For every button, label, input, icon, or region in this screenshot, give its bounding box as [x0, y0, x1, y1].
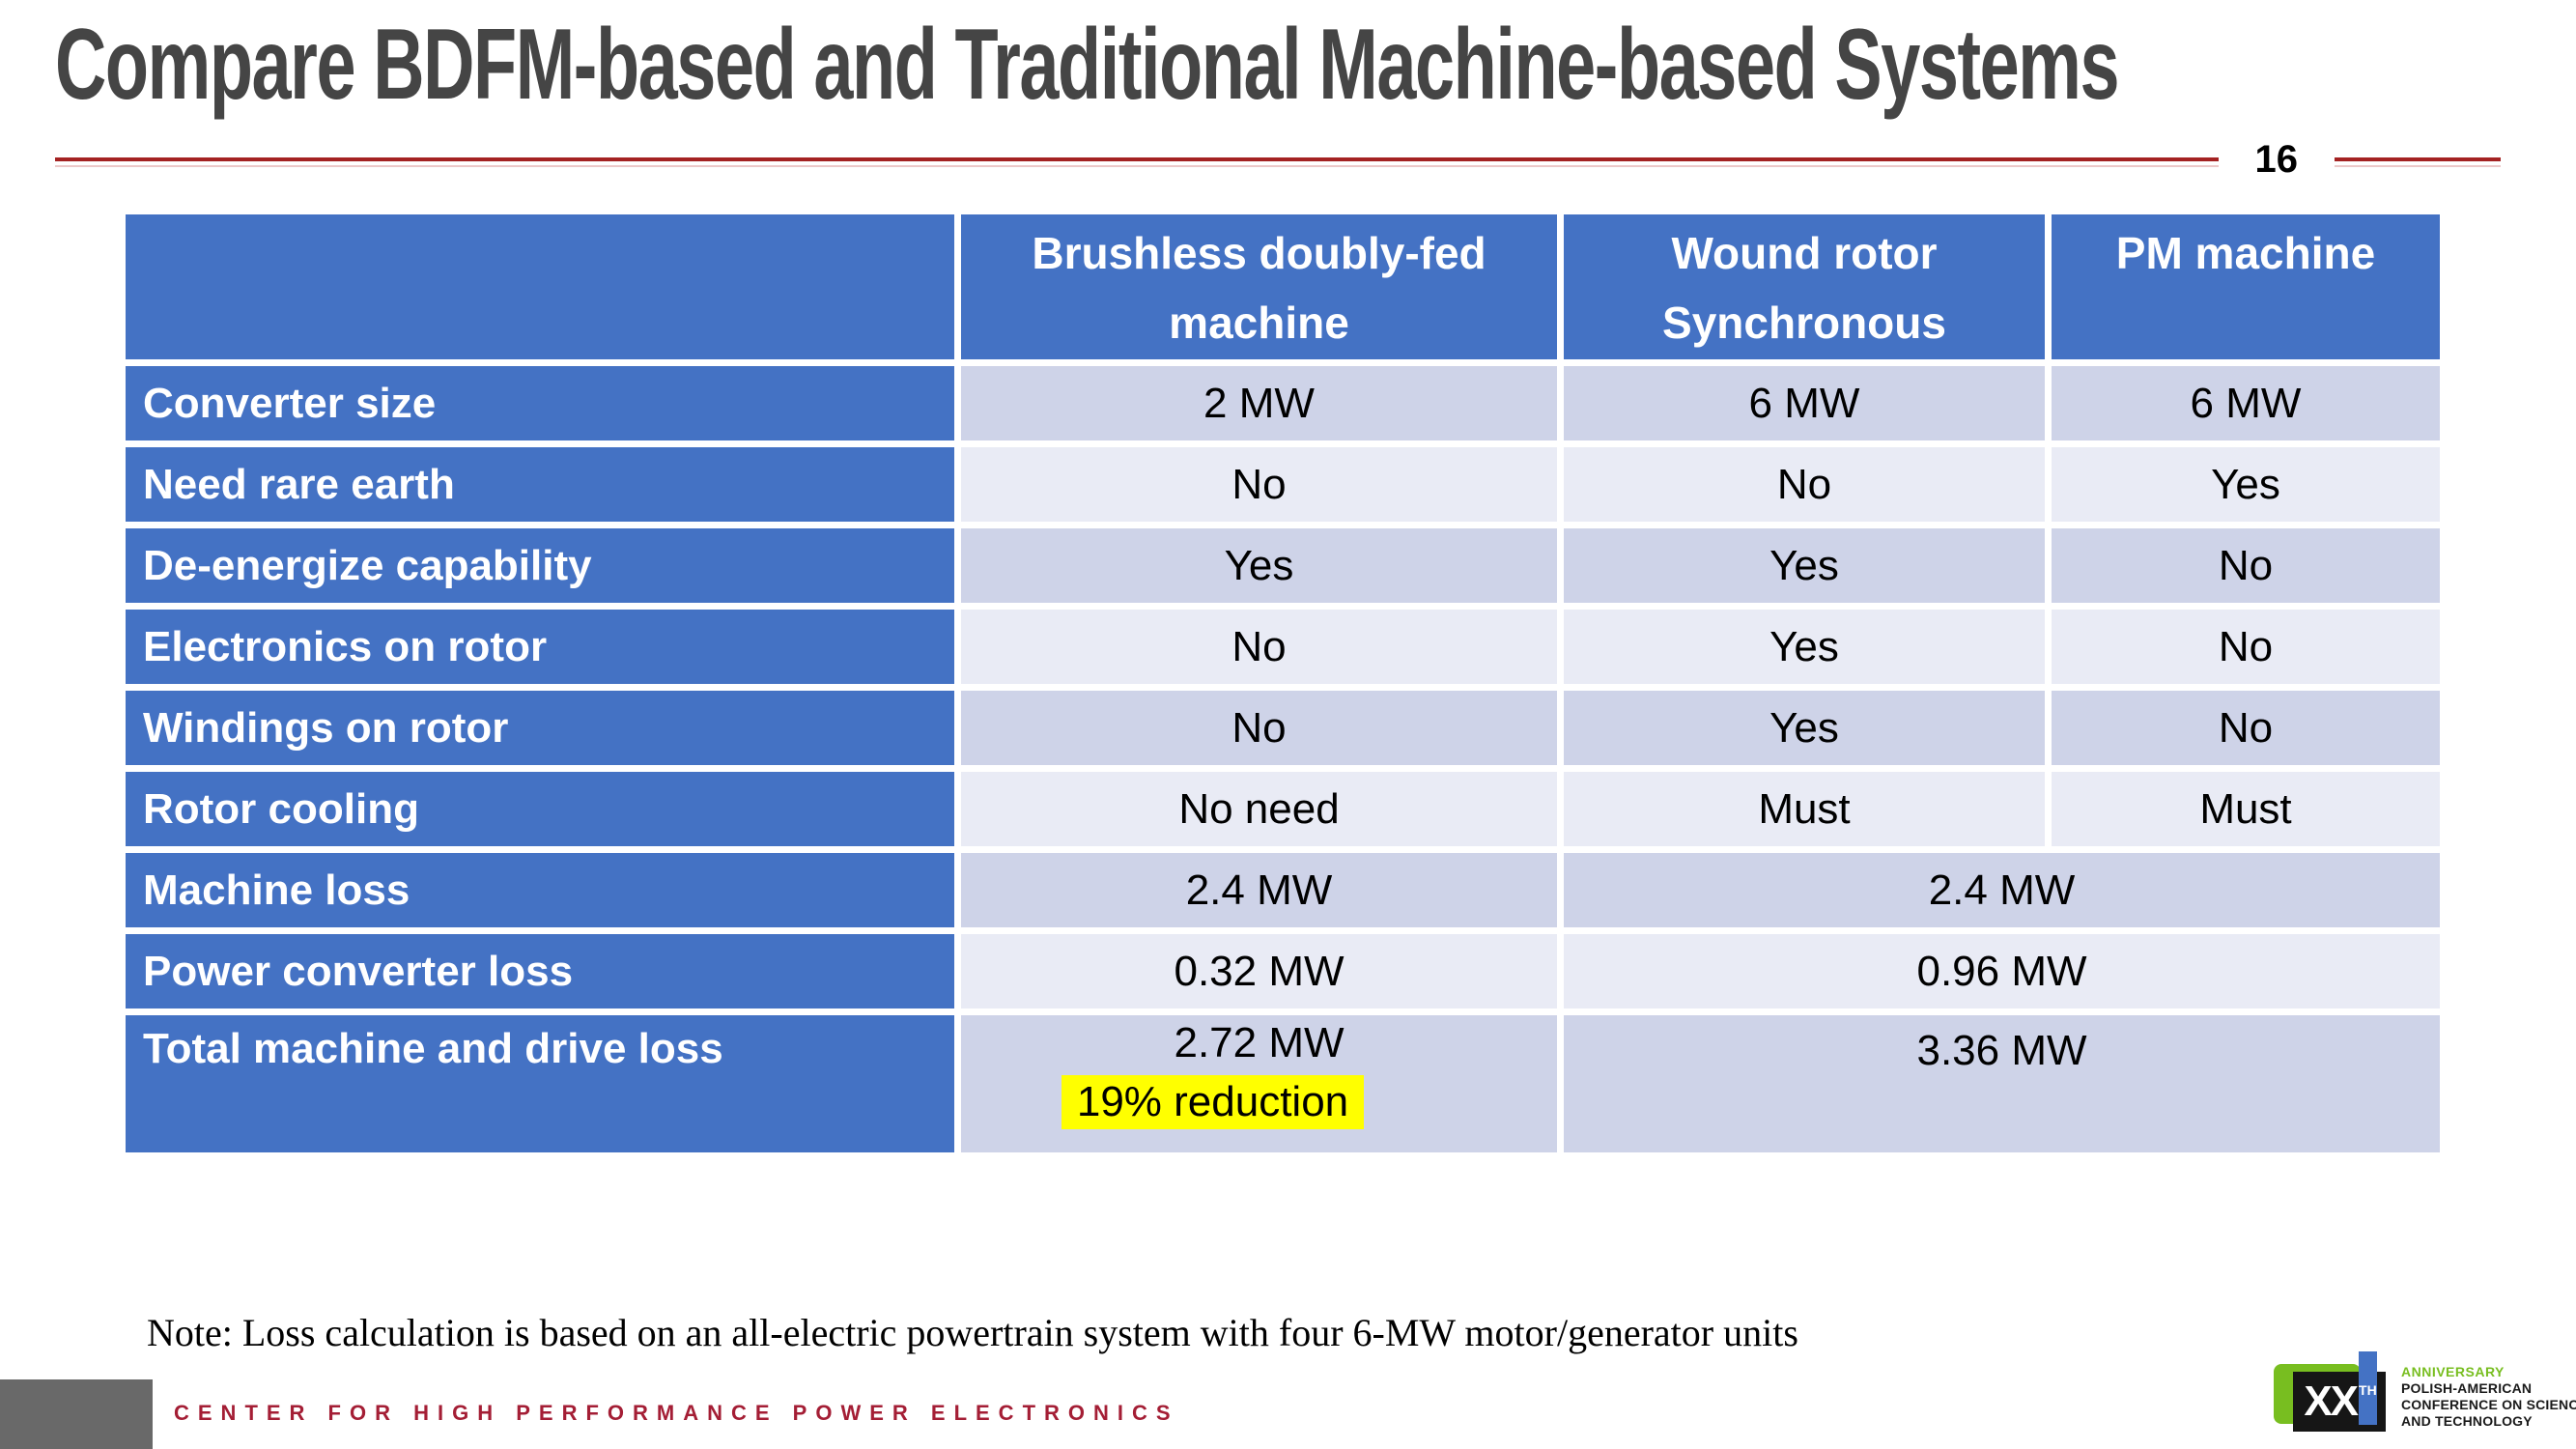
title-rule-right-segment [2335, 157, 2501, 167]
cell-rare-earth-wrs: No [1564, 447, 2045, 522]
logo-text-column: ANNIVERSARY POLISH-AMERICAN CONFERENCE O… [2401, 1358, 2576, 1441]
row-label-electronics-rotor: Electronics on rotor [126, 610, 954, 684]
row-label-need-rare-earth: Need rare earth [126, 447, 954, 522]
cell-machine-loss-bdfm: 2.4 MW [961, 853, 1557, 927]
cell-machine-loss-merged: 2.4 MW [1564, 853, 2440, 927]
cell-rotor-cooling-pm: Must [2052, 772, 2440, 846]
cell-de-energize-bdfm: Yes [961, 528, 1557, 603]
header-cell-empty [126, 214, 954, 359]
header-cell-wound-rotor: Wound rotor Synchronous [1564, 214, 2045, 359]
note-line-1: Note: Loss calculation is based on an al… [147, 1311, 1798, 1354]
title-rule-left-segment [55, 157, 2219, 167]
cell-total-loss-bdfm: 2.72 MW 19% reduction [961, 1015, 1557, 1152]
row-label-total-loss: Total machine and drive loss [126, 1015, 954, 1152]
comparison-table: Brushless doubly-fed machine Wound rotor… [126, 214, 2440, 1152]
logo-ordinal: TH [2359, 1351, 2377, 1425]
cell-windings-pm: No [2052, 691, 2440, 765]
conference-logo: XX TH ANNIVERSARY POLISH-AMERICAN CONFERE… [2274, 1351, 2576, 1441]
title-rule: 16 [55, 138, 2501, 181]
cell-windings-bdfm: No [961, 691, 1557, 765]
cell-rotor-cooling-bdfm: No need [961, 772, 1557, 846]
reduction-highlight: 19% reduction [1061, 1075, 1365, 1129]
cell-electronics-pm: No [2052, 610, 2440, 684]
footer-gray-block [0, 1379, 153, 1449]
slide-title: Compare BDFM-based and Traditional Machi… [55, 9, 2120, 121]
logo-roman-numeral: XX [2304, 1378, 2359, 1425]
header-cell-bdfm: Brushless doubly-fed machine [961, 214, 1557, 359]
cell-converter-loss-merged: 0.96 MW [1564, 934, 2440, 1009]
logo-name-line2: CONFERENCE ON SCIENCE [2401, 1397, 2576, 1412]
logo-anniversary-label: ANNIVERSARY [2401, 1364, 2505, 1379]
cell-rare-earth-bdfm: No [961, 447, 1557, 522]
row-label-windings-rotor: Windings on rotor [126, 691, 954, 765]
total-loss-bdfm-value: 2.72 MW [1174, 1019, 1345, 1066]
logo-black-square: XX TH [2293, 1351, 2386, 1432]
cell-converter-loss-bdfm: 0.32 MW [961, 934, 1557, 1009]
logo-name-line3: AND TECHNOLOGY [2401, 1413, 2533, 1429]
logo-mark: XX TH [2274, 1351, 2392, 1441]
footer-text: CENTER FOR HIGH PERFORMANCE POWER ELECTR… [174, 1401, 1179, 1425]
page-number: 16 [2254, 138, 2299, 181]
cell-windings-wrs: Yes [1564, 691, 2045, 765]
cell-de-energize-wrs: Yes [1564, 528, 2045, 603]
row-label-machine-loss: Machine loss [126, 853, 954, 927]
cell-converter-size-pm: 6 MW [2052, 366, 2440, 440]
cell-electronics-bdfm: No [961, 610, 1557, 684]
cell-electronics-wrs: Yes [1564, 610, 2045, 684]
row-label-converter-size: Converter size [126, 366, 954, 440]
note-text: Note: Loss calculation is based on an al… [147, 1190, 1798, 1449]
cell-rare-earth-pm: Yes [2052, 447, 2440, 522]
cell-converter-size-wrs: 6 MW [1564, 366, 2045, 440]
row-label-rotor-cooling: Rotor cooling [126, 772, 954, 846]
header-cell-pm-machine: PM machine [2052, 214, 2440, 359]
row-label-power-converter-loss: Power converter loss [126, 934, 954, 1009]
cell-de-energize-pm: No [2052, 528, 2440, 603]
cell-rotor-cooling-wrs: Must [1564, 772, 2045, 846]
cell-converter-size-bdfm: 2 MW [961, 366, 1557, 440]
logo-name-line1: POLISH-AMERICAN [2401, 1380, 2533, 1396]
row-label-de-energize: De-energize capability [126, 528, 954, 603]
cell-total-loss-merged: 3.36 MW [1564, 1015, 2440, 1152]
